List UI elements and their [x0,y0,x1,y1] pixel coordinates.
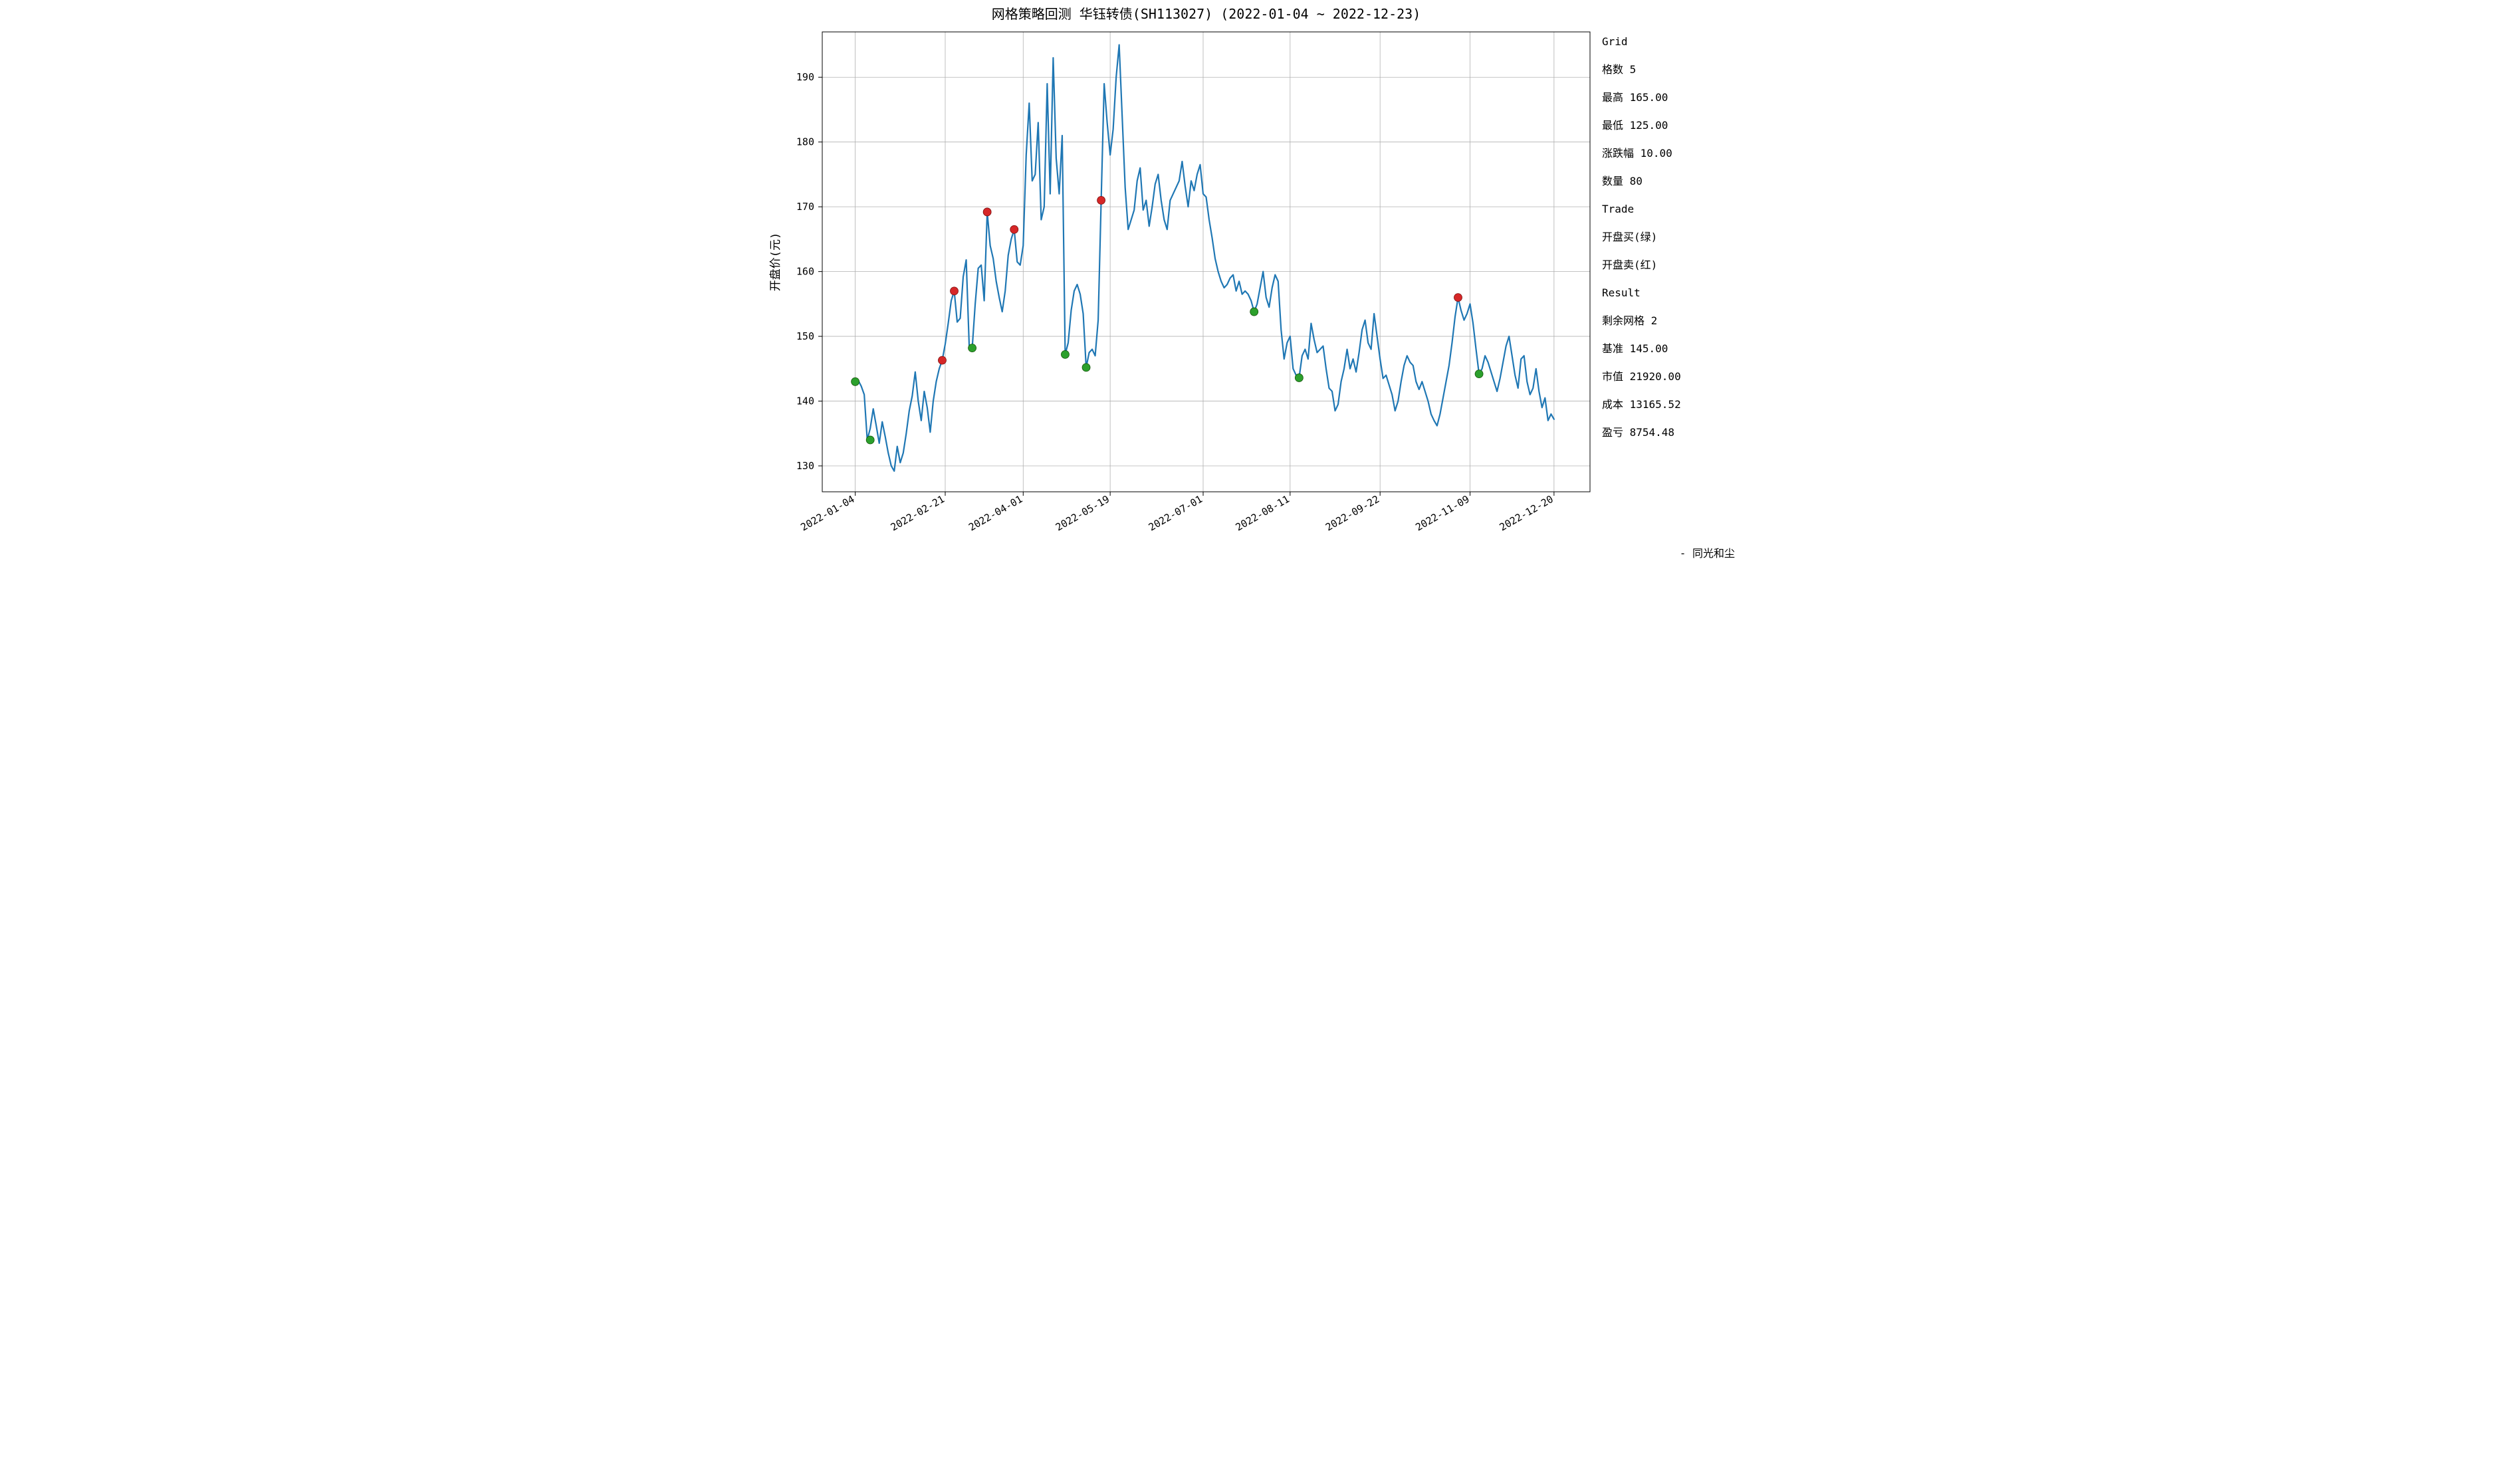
legend-entry: 剩余网格 2 [1602,314,1657,327]
sell-marker [938,356,946,364]
xtick-label: 2022-04-01 [967,493,1024,534]
chart-title: 网格策略回测 华钰转债(SH113027) (2022-01-04 ~ 2022… [992,6,1421,22]
buy-marker [968,344,976,352]
ytick-label: 190 [796,71,814,83]
xtick-label: 2022-05-19 [1054,493,1111,534]
ytick-label: 150 [796,330,814,342]
legend-entry: 成本 13165.52 [1602,398,1681,411]
chart-svg: 130 140 150 160 170 180 190 2022-01-04 2022-02-2… [759,0,1743,583]
y-axis-label: 开盘价(元) [769,233,782,291]
xtick-label: 2022-11-09 [1413,493,1471,534]
legend-entry: 涨跌幅 10.00 [1602,147,1672,159]
buy-marker [852,377,859,385]
legend-entry: 市值 21920.00 [1602,370,1681,383]
xtick-label: 2022-01-04 [798,493,856,534]
xtick-label: 2022-07-01 [1147,493,1204,534]
xtick-label: 2022-12-20 [1498,493,1555,534]
buy-marker [1295,373,1303,381]
legend-entry: 最低 125.00 [1602,119,1668,132]
plot-border [822,32,1590,492]
buy-marker [866,436,874,444]
legend-entry: 开盘买(绿) [1602,231,1657,243]
buy-marker [1061,350,1069,358]
signature: - 同光和尘 [1680,547,1735,560]
price-line [855,45,1554,471]
legend-entry: 基准 145.00 [1602,342,1668,355]
legend-entry: Trade [1602,203,1634,215]
xtick-label: 2022-08-11 [1234,493,1292,534]
ytick-label: 170 [796,201,814,213]
legend-entry: Grid [1602,35,1628,48]
legend-entry: 盈亏 8754.48 [1602,426,1674,439]
buy-marker [1475,370,1483,378]
buy-marker [1082,364,1090,371]
ytick-label: 180 [796,136,814,148]
legend-entry: 格数 5 [1602,63,1636,76]
ytick-label: 130 [796,460,814,472]
legend-entry: Result [1602,286,1641,299]
xtick-label: 2022-09-22 [1323,493,1381,534]
sell-marker [1454,294,1462,302]
buy-marker [1250,308,1258,316]
legend-entry: 最高 165.00 [1602,91,1668,104]
sell-marker [1097,196,1105,204]
sell-marker [983,208,991,216]
sell-marker [951,287,959,295]
sell-marker [1010,225,1018,233]
xtick-label: 2022-02-21 [889,493,947,534]
ytick-label: 160 [796,266,814,278]
legend-entry: 数量 80 [1602,175,1643,187]
legend-entry: 开盘卖(红) [1602,259,1657,271]
ytick-label: 140 [796,395,814,407]
chart-container: 130 140 150 160 170 180 190 2022-01-04 2022-02-2… [759,0,1743,583]
